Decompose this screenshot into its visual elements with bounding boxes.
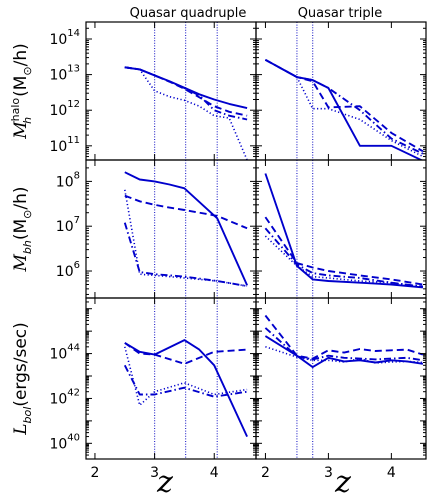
series-quadruple-halo-dashdot: [124, 66, 248, 121]
series-quadruple-lbol-dashed: [124, 342, 248, 365]
series-triple-halo-dashed: [264, 58, 424, 153]
frame-triple-bh: [255, 159, 427, 299]
y-tick-label-row0-1: 1012: [49, 99, 80, 119]
panel-triple-halo: [255, 21, 427, 161]
frame-triple-lbol: [255, 297, 427, 460]
panel-triple-bh: [255, 159, 427, 299]
frame-quadruple-lbol: [85, 297, 257, 460]
x-tick-label-triple-4: 4: [387, 465, 396, 481]
panel-quadruple-halo: [85, 21, 257, 161]
series-triple-lbol-dashed: [264, 314, 424, 360]
panel-quadruple-lbol: [85, 297, 257, 460]
y-tick-labels: 1011 1012 1013 1014 106 107 108 1040 1042 1044: [49, 28, 80, 452]
series-triple-halo-dotted: [265, 59, 424, 158]
series-triple-lbol-dotted: [265, 346, 423, 364]
panels: [85, 21, 427, 460]
series-triple-halo-solid: [264, 58, 424, 160]
frame-quadruple-halo: [85, 21, 257, 161]
x-axis-label-quadruple: z: [156, 465, 173, 500]
y-tick-label-row0-0: 1011: [49, 135, 80, 155]
x-tick-label-triple-3: 3: [324, 465, 333, 481]
panel-quadruple-bh: [85, 159, 257, 299]
series-triple-bh-solid: [264, 173, 423, 289]
y-tick-label-row1-2: 108: [56, 170, 80, 190]
x-tick-label-quad-2: 2: [90, 465, 99, 481]
y-axis-label-row1: Mbh(M⊙/h): [11, 186, 34, 272]
series-quadruple-bh-dashed: [124, 194, 248, 230]
y-tick-label-row1-0: 106: [56, 260, 80, 280]
series-triple-halo-dashdot: [264, 58, 424, 155]
column-title-quadruple: Quasar quadruple: [130, 6, 247, 21]
series-quadruple-bh-solid: [124, 171, 248, 286]
y-tick-label-row1-1: 107: [56, 215, 80, 235]
x-tick-labels: 2 3 4 2 3 4: [90, 465, 395, 481]
series-quadruple-lbol-dashdot: [123, 364, 248, 398]
panel-triple-lbol: [255, 297, 427, 460]
x-tick-label-quad-4: 4: [210, 465, 219, 481]
column-title-triple: Quasar triple: [298, 6, 383, 21]
series-quadruple-halo-dotted: [124, 66, 248, 160]
series-quadruple-lbol-solid: [124, 339, 248, 437]
x-tick-label-triple-2: 2: [261, 465, 270, 481]
y-tick-label-row2-0: 1040: [49, 432, 80, 452]
series-triple-bh-dashed: [264, 216, 424, 286]
series-triple-lbol-dashdot: [264, 327, 424, 362]
frame-quadruple-bh: [85, 159, 257, 299]
y-axis-label-row2: Lbol(ergs/sec): [11, 322, 34, 436]
y-tick-label-row2-1: 1042: [49, 387, 80, 407]
y-tick-label-row0-2: 1013: [49, 64, 80, 84]
x-axis-label-triple: z: [334, 465, 351, 500]
x-tick-label-quad-3: 3: [150, 465, 159, 481]
series-triple-bh-dashdot: [264, 227, 424, 288]
series-quadruple-halo-solid: [124, 66, 248, 110]
series-triple-lbol-solid: [264, 335, 424, 369]
y-axis-labels: Mhaloh(M⊙/h) Mbh(M⊙/h) Lbol(ergs/sec): [9, 43, 34, 436]
y-axis-label-row0: Mhaloh(M⊙/h): [9, 43, 34, 140]
series-quadruple-bh-dotted: [124, 189, 248, 287]
y-tick-label-row2-2: 1044: [49, 343, 80, 363]
y-tick-label-row0-3: 1014: [49, 28, 80, 48]
